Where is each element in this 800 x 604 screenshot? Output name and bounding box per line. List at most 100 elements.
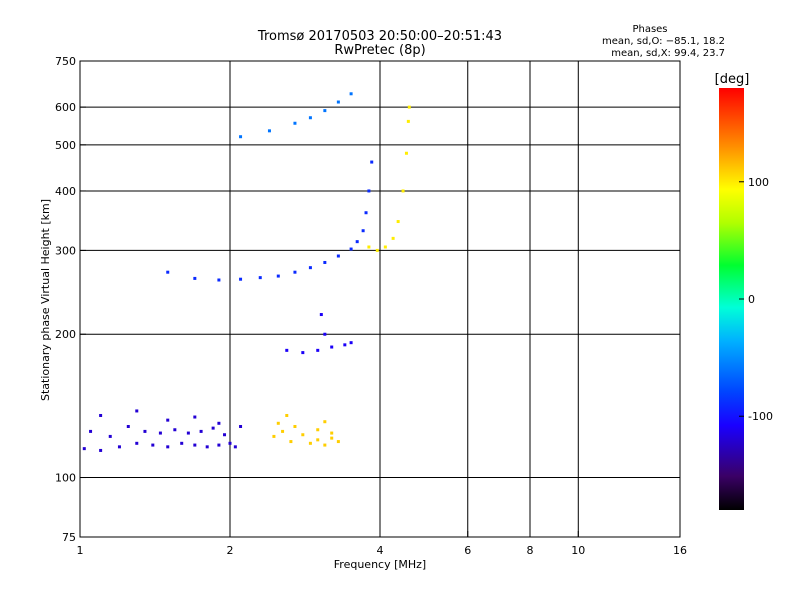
- y-axis: 75 100 200 300 400 500 600 750: [55, 55, 86, 544]
- data-point: [82, 447, 86, 451]
- data-point: [330, 431, 334, 435]
- data-point: [99, 448, 103, 452]
- x-tick-label: 16: [673, 544, 687, 557]
- data-point: [158, 431, 162, 435]
- colorbar-label: [deg]: [715, 72, 750, 87]
- y-tick-label: 300: [55, 244, 76, 257]
- y-tick-label: 600: [55, 101, 76, 114]
- y-tick-label: 75: [62, 531, 76, 544]
- x-tick-label: 8: [527, 544, 534, 557]
- data-point: [173, 428, 177, 432]
- data-point: [199, 429, 203, 433]
- data-point: [193, 276, 197, 280]
- data-point: [239, 135, 243, 139]
- y-tick-label: 200: [55, 328, 76, 341]
- legend-line-o: mean, sd,O: −85.1, 18.2: [602, 36, 725, 47]
- data-point: [293, 424, 297, 428]
- y-tick-label: 500: [55, 139, 76, 152]
- data-point: [367, 189, 371, 193]
- x-tick-label: 6: [464, 544, 471, 557]
- data-point: [343, 343, 347, 347]
- chart-subtitle: RwPretec (8p): [334, 43, 425, 58]
- data-point: [323, 260, 327, 264]
- data-point: [272, 434, 276, 438]
- data-point: [217, 421, 221, 425]
- data-point: [383, 245, 387, 249]
- data-point: [323, 332, 327, 336]
- data-point: [180, 441, 184, 445]
- data-point: [126, 424, 130, 428]
- data-point: [166, 418, 170, 422]
- legend-line-x: mean, sd,X: 99.4, 23.7: [611, 48, 725, 59]
- data-point: [301, 433, 305, 437]
- y-axis-label: Stationary phase Virtual Height [km]: [39, 199, 52, 401]
- x-tick-label: 2: [227, 544, 234, 557]
- data-point: [228, 441, 232, 445]
- x-axis: 1 2 4 6 8 10 16: [77, 531, 687, 557]
- data-point: [285, 348, 289, 352]
- colorbar-ticks: 100 0 -100: [739, 176, 773, 423]
- data-point: [301, 351, 305, 355]
- data-point: [293, 121, 297, 125]
- data-point: [117, 445, 121, 449]
- data-point: [336, 254, 340, 258]
- data-point: [166, 445, 170, 449]
- data-point: [364, 211, 368, 215]
- data-point: [375, 248, 379, 252]
- data-point: [217, 443, 221, 447]
- data-point: [99, 413, 103, 417]
- y-tick-label: 100: [55, 472, 76, 485]
- data-point: [285, 413, 289, 417]
- colorbar-tick-label: -100: [748, 410, 773, 423]
- x-tick-label: 4: [377, 544, 384, 557]
- data-point: [336, 100, 340, 104]
- gridlines: [80, 61, 680, 537]
- data-point: [258, 276, 262, 280]
- data-point: [308, 441, 312, 445]
- data-point: [151, 443, 155, 447]
- data-point: [223, 433, 227, 437]
- data-point: [267, 129, 271, 133]
- data-point: [89, 429, 93, 433]
- y-tick-label: 400: [55, 185, 76, 198]
- legend-title: Phases: [632, 24, 667, 35]
- data-point: [239, 424, 243, 428]
- data-point: [367, 245, 371, 249]
- data-point: [330, 436, 334, 440]
- data-point: [349, 92, 353, 96]
- data-point: [233, 445, 237, 449]
- data-point: [396, 220, 400, 224]
- data-point: [316, 348, 320, 352]
- data-point: [108, 434, 112, 438]
- data-point: [316, 428, 320, 432]
- data-point: [135, 409, 139, 413]
- data-point: [143, 429, 147, 433]
- data-point: [319, 313, 323, 317]
- chart-title: Tromsø 20170503 20:50:00–20:51:43: [257, 29, 502, 44]
- data-point: [323, 443, 327, 447]
- colorbar-tick-label: 0: [748, 293, 755, 306]
- y-tick-label: 750: [55, 55, 76, 68]
- data-point: [404, 151, 408, 155]
- data-point: [349, 247, 353, 251]
- data-point: [276, 421, 280, 425]
- data-point: [193, 415, 197, 419]
- data-point: [193, 443, 197, 447]
- data-point: [217, 278, 221, 282]
- data-point: [349, 341, 353, 345]
- data-point: [308, 116, 312, 120]
- data-point: [406, 119, 410, 123]
- data-point: [289, 440, 293, 444]
- data-point: [135, 441, 139, 445]
- data-point: [407, 105, 411, 109]
- data-point: [308, 266, 312, 270]
- data-point: [293, 270, 297, 274]
- data-point: [281, 429, 285, 433]
- x-tick-label: 1: [77, 544, 84, 557]
- data-point: [336, 440, 340, 444]
- x-axis-label: Frequency [MHz]: [334, 558, 426, 571]
- data-point: [330, 345, 334, 349]
- data-point: [361, 229, 365, 233]
- data-point: [186, 431, 190, 435]
